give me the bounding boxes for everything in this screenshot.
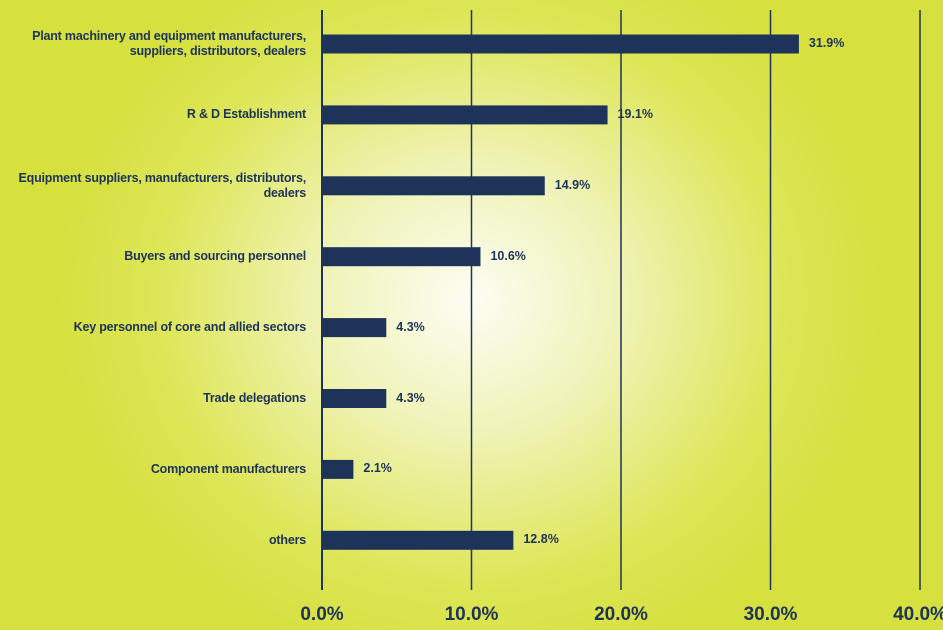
category-label: R & D Establishment xyxy=(186,107,306,122)
value-label: 4.3% xyxy=(396,390,425,405)
category-label: Component manufacturers xyxy=(150,461,306,476)
bar xyxy=(322,105,608,125)
bar xyxy=(322,389,387,408)
bar xyxy=(322,34,799,54)
value-label: 4.3% xyxy=(396,319,425,334)
category-label: Plant machinery and equipment manufactur… xyxy=(32,29,306,58)
bar xyxy=(322,318,387,338)
bar xyxy=(322,247,481,267)
bar xyxy=(322,530,514,550)
bar xyxy=(322,176,545,196)
category-label: Trade delegations xyxy=(203,391,306,405)
category-label: Key personnel of core and allied sectors xyxy=(73,320,307,335)
x-tick-label: 40.0% xyxy=(893,604,943,625)
value-label: 10.6% xyxy=(490,248,526,263)
value-label: 2.1% xyxy=(363,461,392,476)
category-label: others xyxy=(268,532,306,547)
x-tick-label: 30.0% xyxy=(743,604,798,625)
value-label: 19.1% xyxy=(617,106,653,121)
value-label: 12.8% xyxy=(523,532,559,547)
value-label: 14.9% xyxy=(554,177,591,192)
bar xyxy=(322,459,354,479)
value-label: 31.9% xyxy=(808,36,845,50)
x-tick-label: 10.0% xyxy=(444,604,499,625)
category-label: Equipment suppliers, manufacturers, dist… xyxy=(18,170,307,200)
x-tick-label: 0.0% xyxy=(300,604,344,625)
x-tick-label: 20.0% xyxy=(594,604,648,625)
category-label: Buyers and sourcing personnel xyxy=(124,249,306,264)
